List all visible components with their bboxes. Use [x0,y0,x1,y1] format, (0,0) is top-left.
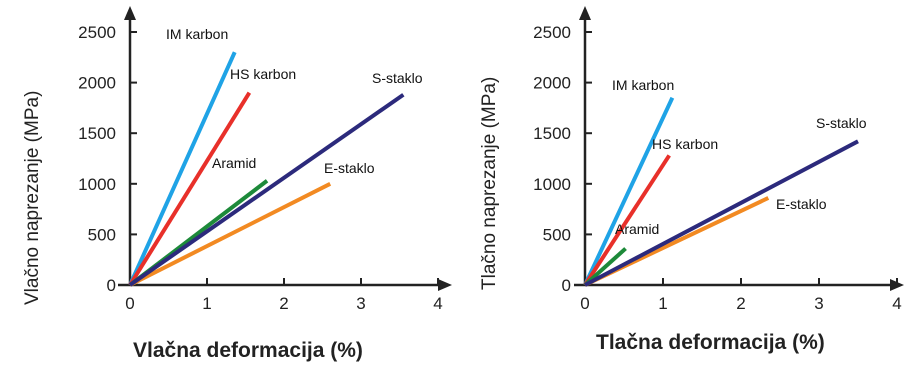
x-axis-label: Tlačna deformacija (%) [596,331,825,354]
series-lines [128,51,405,287]
x-axis-arrow-icon [438,279,452,291]
series-line-s-staklo [128,93,405,287]
series-label-e-staklo: E-staklo [324,160,375,176]
x-tick-label: 1 [202,294,211,313]
series-line-im-karbon [128,51,237,286]
y-tick-label: 0 [562,276,571,295]
axis-ticks: 0 1 2 3 4 0 500 1000 1500 2000 2500 [533,23,902,313]
compressive-chart-panel: 0 1 2 3 4 0 500 1000 1500 2000 2500 IM karbon HS k… [462,0,908,365]
y-axis-label: Vlačno naprezanje (MPa) [22,91,43,305]
series-label-e-staklo: E-staklo [776,196,827,212]
series-label-hs-karbon: HS karbon [652,136,718,152]
series-label-s-staklo: S-staklo [816,115,867,131]
series-line-im-karbon [583,96,675,286]
y-tick-label: 500 [88,225,116,244]
x-tick-label: 3 [356,294,365,313]
tensile-stress-strain-chart: 0 1 2 3 4 0 500 1000 1500 2000 2500 IM karbon HS k… [22,6,452,362]
y-tick-label: 2000 [78,74,116,93]
series-labels: IM karbon HS karbon Aramid E-staklo S-st… [612,77,867,237]
series-line-s-staklo [584,139,859,287]
y-tick-label: 0 [107,276,116,295]
tensile-chart-panel: 0 1 2 3 4 0 500 1000 1500 2000 2500 IM karbon HS k… [22,6,452,362]
y-tick-label: 1000 [533,175,571,194]
series-lines [583,96,859,287]
x-axis-label: Vlačna deformacija (%) [133,339,363,362]
y-tick-label: 2500 [533,23,571,42]
x-tick-label: 3 [814,294,823,313]
series-label-aramid: Aramid [615,221,659,237]
compressive-stress-strain-chart: 0 1 2 3 4 0 500 1000 1500 2000 2500 IM karbon HS k… [479,6,904,354]
series-label-im-karbon: IM karbon [612,77,674,93]
x-tick-label: 0 [580,294,589,313]
axis-ticks: 0 1 2 3 4 0 500 1000 1500 2000 2500 [78,23,443,313]
x-tick-label: 2 [279,294,288,313]
y-axis-label: Tlačno naprezanje (MPa) [479,77,500,290]
x-tick-label: 4 [892,294,901,313]
x-tick-label: 1 [658,294,667,313]
series-labels: IM karbon HS karbon Aramid E-staklo S-st… [166,26,423,176]
y-tick-label: 2000 [533,74,571,93]
series-label-hs-karbon: HS karbon [230,66,296,82]
y-tick-label: 500 [543,225,571,244]
x-tick-label: 2 [736,294,745,313]
series-label-im-karbon: IM karbon [166,26,228,42]
series-label-s-staklo: S-staklo [372,70,423,86]
series-line-hs-karbon [583,154,671,287]
series-label-aramid: Aramid [212,155,256,171]
x-tick-label: 4 [433,294,442,313]
y-tick-label: 1000 [78,175,116,194]
y-axis-arrow-icon [579,6,591,20]
series-line-hs-karbon [128,91,252,287]
y-tick-label: 1500 [78,124,116,143]
y-axis-arrow-icon [124,6,136,20]
series-line-e-staklo [129,182,332,287]
y-tick-label: 2500 [78,23,116,42]
x-tick-label: 0 [125,294,134,313]
series-line-aramid [583,247,627,287]
y-tick-label: 1500 [533,124,571,143]
